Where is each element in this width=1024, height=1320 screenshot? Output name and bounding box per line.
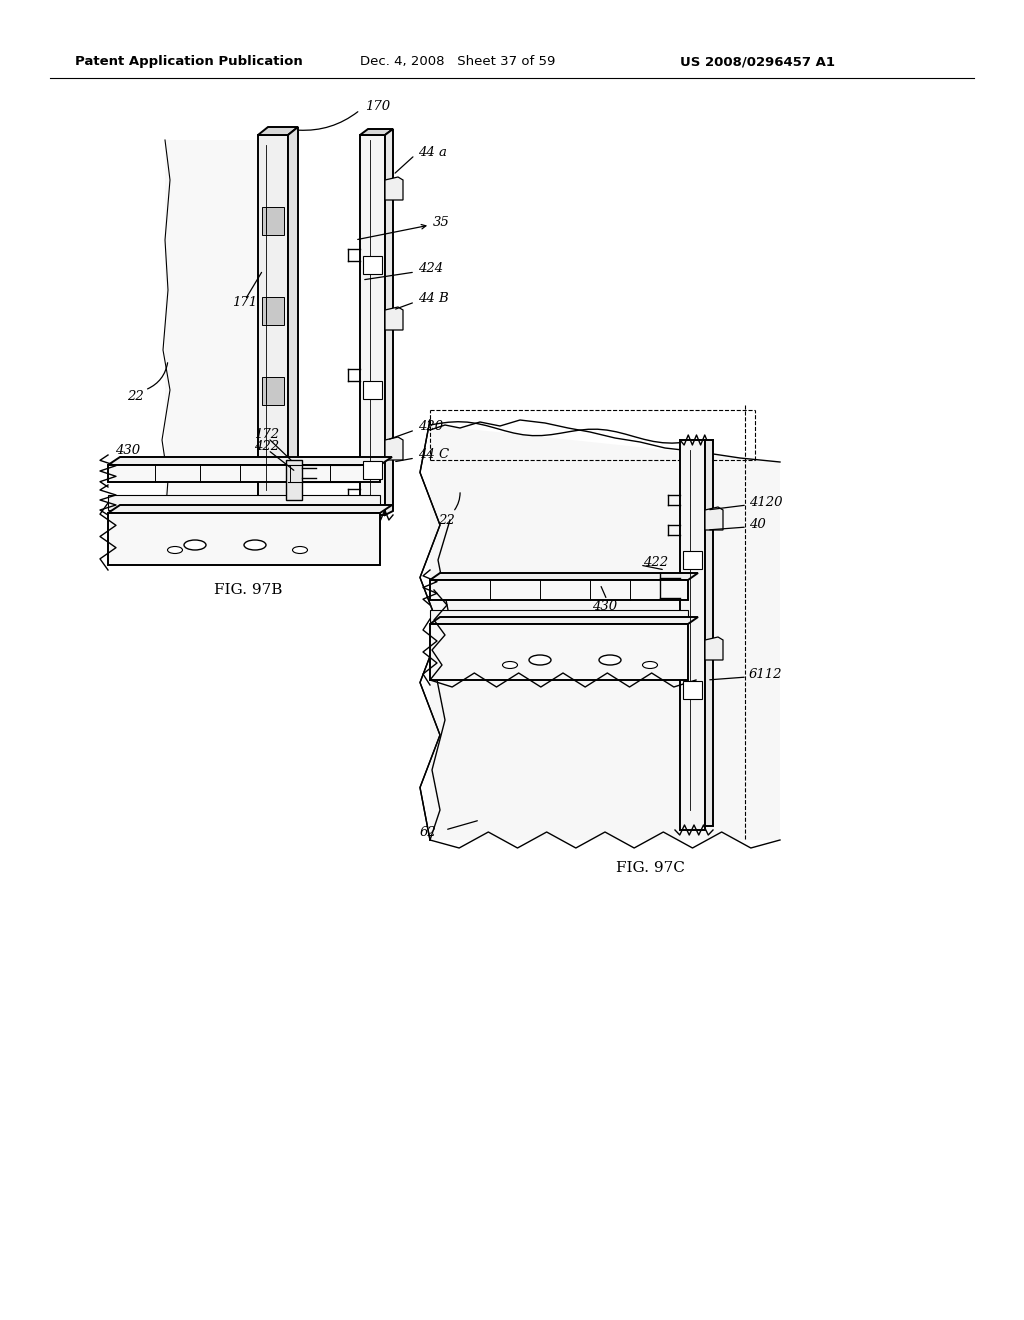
Text: 22: 22 bbox=[127, 389, 143, 403]
Text: 44 C: 44 C bbox=[418, 449, 450, 462]
Polygon shape bbox=[108, 513, 380, 565]
Polygon shape bbox=[258, 127, 298, 135]
Polygon shape bbox=[108, 506, 392, 513]
Polygon shape bbox=[360, 129, 393, 135]
Text: 170: 170 bbox=[365, 100, 390, 114]
Ellipse shape bbox=[244, 540, 266, 550]
Bar bbox=[362, 256, 382, 275]
Text: US 2008/0296457 A1: US 2008/0296457 A1 bbox=[680, 55, 835, 69]
Polygon shape bbox=[430, 573, 698, 579]
Polygon shape bbox=[430, 425, 780, 840]
Text: 22: 22 bbox=[438, 513, 455, 527]
Polygon shape bbox=[430, 610, 688, 622]
Ellipse shape bbox=[529, 655, 551, 665]
Ellipse shape bbox=[184, 540, 206, 550]
Polygon shape bbox=[385, 129, 393, 515]
Ellipse shape bbox=[599, 655, 621, 665]
Polygon shape bbox=[288, 127, 298, 520]
Text: 44 a: 44 a bbox=[418, 145, 446, 158]
Text: 62: 62 bbox=[420, 826, 437, 840]
Ellipse shape bbox=[642, 661, 657, 668]
Text: FIG. 97C: FIG. 97C bbox=[615, 861, 684, 875]
Polygon shape bbox=[108, 465, 380, 482]
Text: FIG. 97B: FIG. 97B bbox=[214, 583, 283, 597]
Bar bbox=[683, 681, 702, 700]
Text: 422: 422 bbox=[643, 556, 668, 569]
Polygon shape bbox=[705, 440, 713, 826]
Text: Patent Application Publication: Patent Application Publication bbox=[75, 55, 303, 69]
Polygon shape bbox=[385, 177, 403, 201]
Polygon shape bbox=[258, 135, 288, 520]
Bar bbox=[262, 207, 284, 235]
Text: 172: 172 bbox=[254, 428, 280, 441]
Text: 422: 422 bbox=[254, 441, 280, 454]
Polygon shape bbox=[165, 140, 258, 520]
Bar bbox=[362, 381, 382, 399]
Ellipse shape bbox=[293, 546, 307, 553]
Text: 44 B: 44 B bbox=[418, 293, 449, 305]
Ellipse shape bbox=[168, 546, 182, 553]
Bar bbox=[262, 378, 284, 405]
Text: 4120: 4120 bbox=[749, 495, 782, 508]
Polygon shape bbox=[705, 638, 723, 660]
Text: 171: 171 bbox=[232, 297, 257, 309]
Text: 35: 35 bbox=[433, 215, 450, 228]
Polygon shape bbox=[430, 616, 698, 624]
Bar bbox=[362, 461, 382, 479]
Text: 40: 40 bbox=[749, 517, 766, 531]
Text: Dec. 4, 2008   Sheet 37 of 59: Dec. 4, 2008 Sheet 37 of 59 bbox=[360, 55, 555, 69]
Polygon shape bbox=[360, 135, 385, 515]
Text: 6112: 6112 bbox=[749, 668, 782, 681]
Text: 420: 420 bbox=[418, 421, 443, 433]
Bar bbox=[262, 297, 284, 325]
Text: 430: 430 bbox=[115, 445, 140, 458]
Polygon shape bbox=[705, 507, 723, 531]
Polygon shape bbox=[108, 457, 392, 465]
Polygon shape bbox=[108, 495, 380, 510]
Polygon shape bbox=[430, 624, 688, 680]
Polygon shape bbox=[430, 579, 688, 601]
Polygon shape bbox=[385, 308, 403, 330]
Ellipse shape bbox=[503, 661, 517, 668]
Polygon shape bbox=[385, 437, 403, 459]
Polygon shape bbox=[286, 459, 302, 500]
Text: 430: 430 bbox=[592, 599, 617, 612]
Text: 424: 424 bbox=[418, 263, 443, 276]
Polygon shape bbox=[680, 440, 705, 830]
Bar bbox=[683, 550, 702, 569]
